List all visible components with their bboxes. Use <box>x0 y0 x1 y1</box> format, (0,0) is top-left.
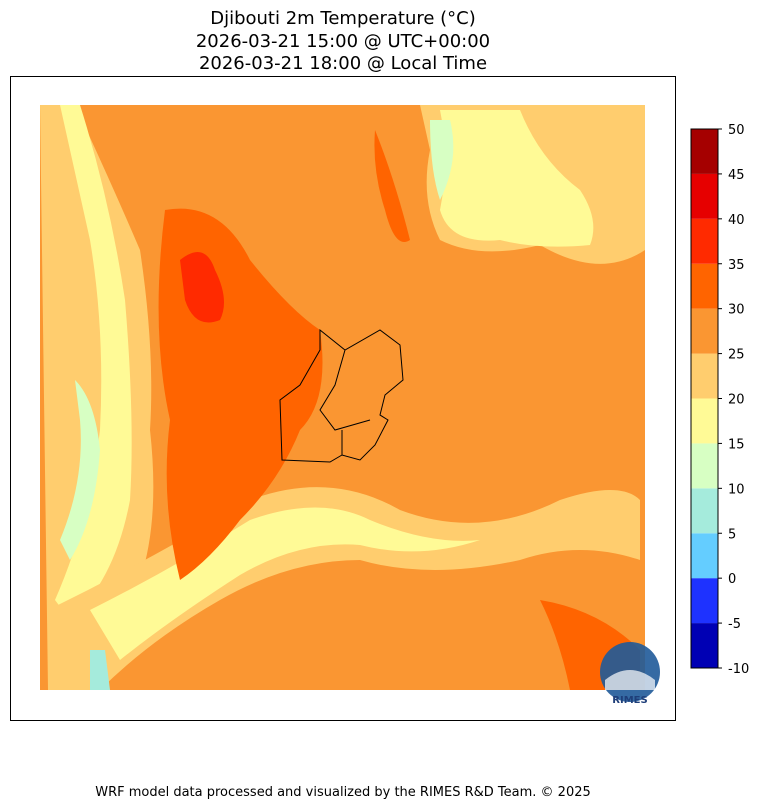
colorbar-segment <box>691 173 718 219</box>
colorbar-tick-label: 0 <box>728 572 736 587</box>
title-line: 2026-03-21 15:00 @ UTC+00:00 <box>196 31 490 52</box>
colorbar-tick-label: 15 <box>728 437 745 452</box>
title-line: Djibouti 2m Temperature (°C) <box>210 8 476 29</box>
temperature-map <box>40 105 645 690</box>
colorbar-tick-label: 45 <box>728 168 745 183</box>
footer: WRF model data processed and visualized … <box>95 785 591 800</box>
colorbar-segment <box>691 443 718 489</box>
colorbar-segment <box>691 129 718 174</box>
colorbar-segment <box>691 353 718 399</box>
colorbar-segment <box>691 623 718 668</box>
colorbar-tick-label: 5 <box>728 527 736 542</box>
colorbar: -10 -5 0 5 10 15 20 25 30 35 40 45 50 <box>690 123 749 677</box>
colorbar-segment <box>691 398 718 444</box>
colorbar-tick-label: 10 <box>728 482 745 497</box>
colorbar-tick-label: 25 <box>728 348 745 363</box>
colorbar-tick-label: 20 <box>728 393 745 408</box>
colorbar-segment <box>691 218 718 264</box>
logo-text: RIMES <box>612 695 647 706</box>
colorbar-tick-label: -5 <box>728 617 741 632</box>
colorbar-segment <box>691 263 718 309</box>
colorbar-segment <box>691 578 718 624</box>
colorbar-segment <box>691 488 718 534</box>
colorbar-tick-label: 40 <box>728 213 745 228</box>
colorbar-segment <box>691 533 718 579</box>
colorbar-tick-label: -10 <box>728 662 749 677</box>
colorbar-tick-label: 50 <box>728 123 745 138</box>
logo: RIMES <box>600 642 660 706</box>
colorbar-segment <box>691 308 718 354</box>
colorbar-tick-label: 35 <box>728 258 745 273</box>
title-line: 2026-03-21 18:00 @ Local Time <box>199 53 487 74</box>
colorbar-tick-label: 30 <box>728 303 745 318</box>
